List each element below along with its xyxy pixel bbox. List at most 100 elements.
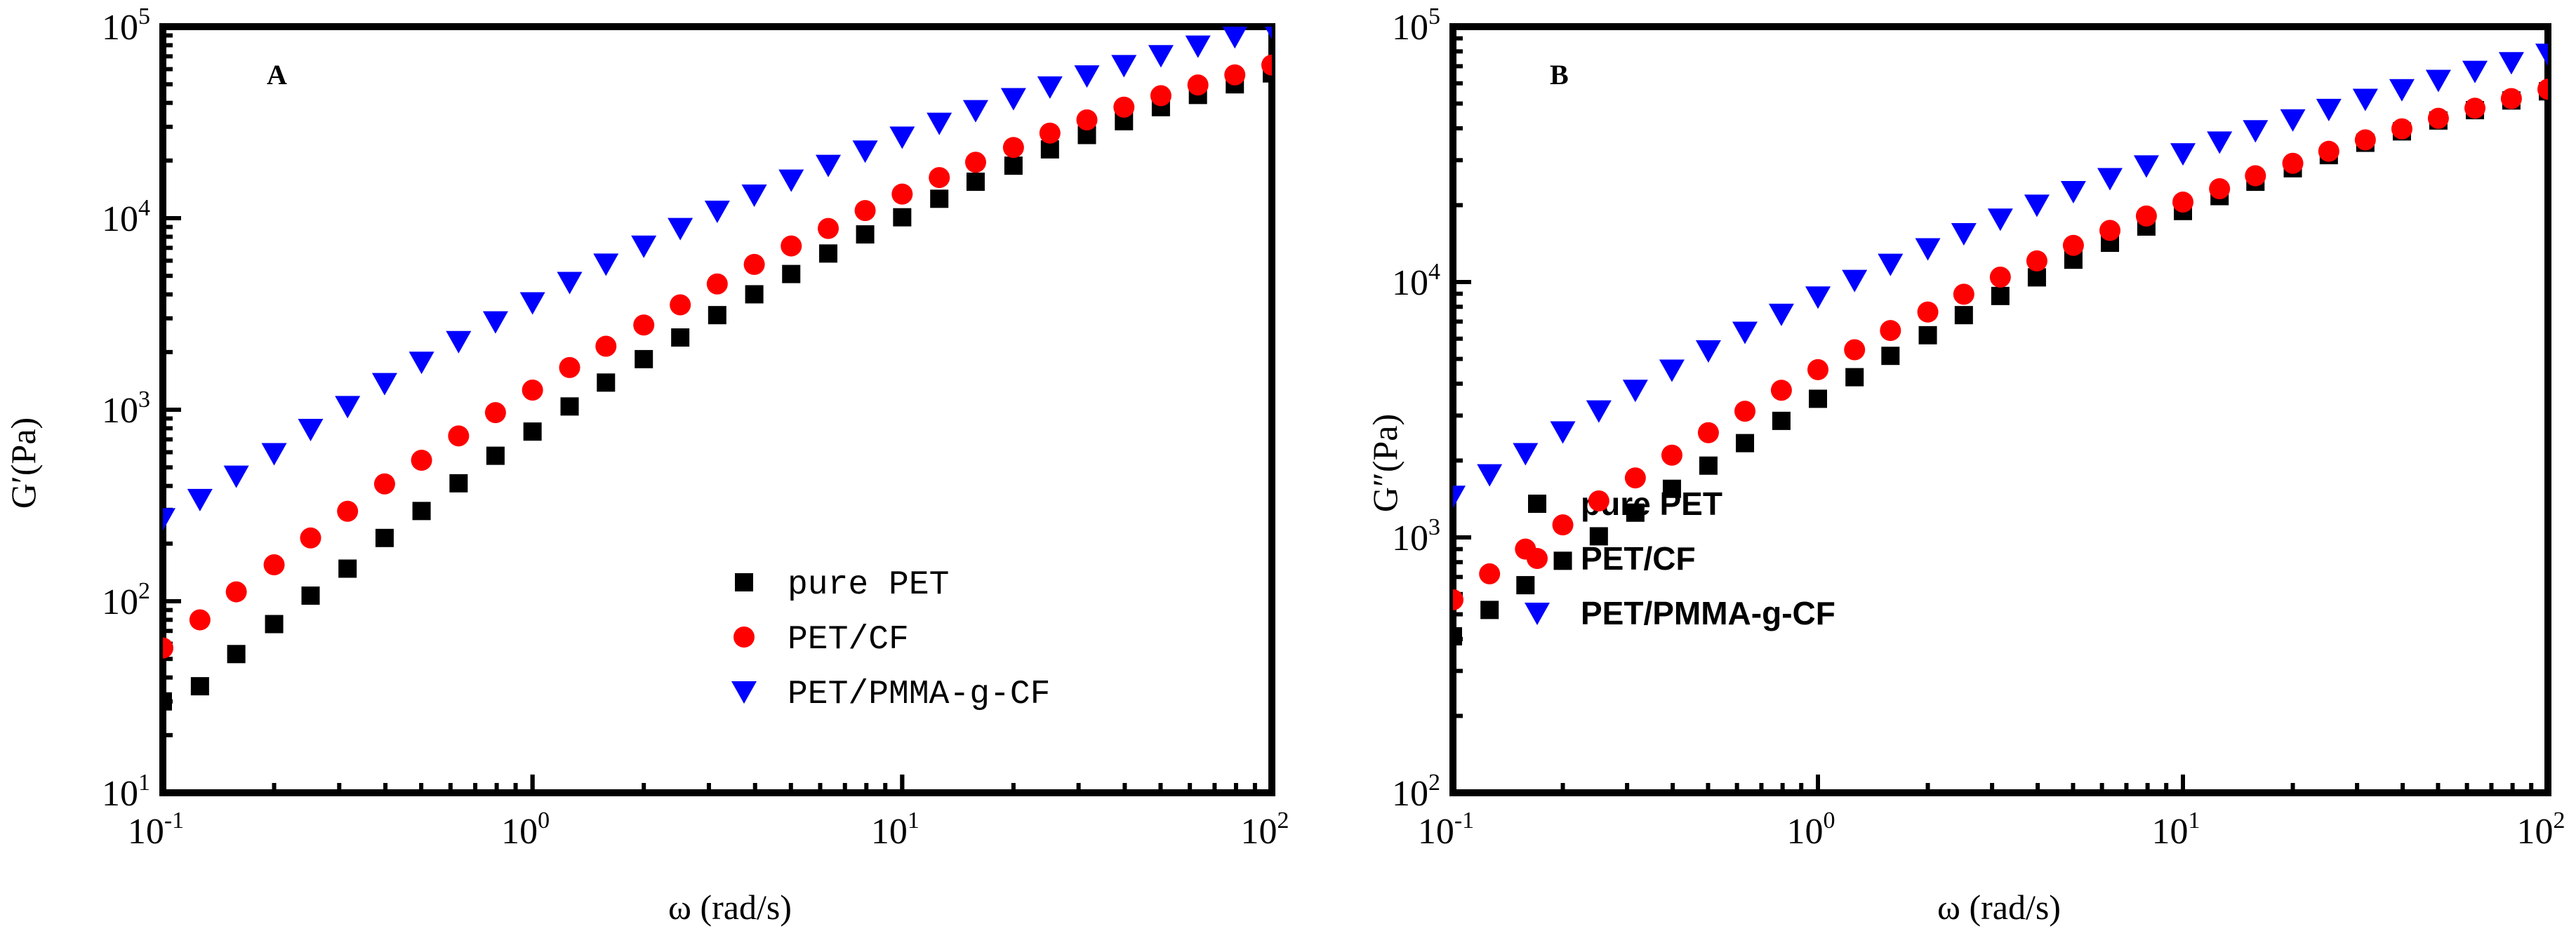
plot-frame xyxy=(1449,23,2551,796)
data-point xyxy=(1453,485,1466,509)
data-point xyxy=(1185,35,1211,58)
data-point xyxy=(261,443,287,466)
data-point xyxy=(375,528,394,547)
data-point xyxy=(631,235,657,258)
data-point xyxy=(1111,55,1137,78)
data-point xyxy=(519,292,545,315)
data-point xyxy=(2097,168,2123,191)
data-point xyxy=(1453,589,1463,610)
data-point xyxy=(2498,52,2524,75)
y-tick-base: 10 xyxy=(102,582,138,622)
data-point xyxy=(1661,444,1682,466)
y-tick-exp: 4 xyxy=(1428,259,1440,285)
data-point xyxy=(2172,192,2193,213)
data-point xyxy=(2209,178,2231,199)
y-tick-base: 10 xyxy=(102,199,138,239)
data-point xyxy=(163,637,173,659)
data-point xyxy=(706,273,728,295)
panel-a-xlabel: ω (rad/s) xyxy=(668,888,792,927)
x-tick-base: 10 xyxy=(128,812,164,852)
data-point xyxy=(337,500,359,522)
data-point xyxy=(927,112,952,135)
data-point xyxy=(743,253,765,275)
data-point xyxy=(856,225,875,244)
y-tick-label: 102 xyxy=(102,578,150,622)
y-tick-label: 102 xyxy=(1392,770,1440,814)
data-point xyxy=(1772,411,1791,430)
data-point xyxy=(263,554,285,576)
panel-b-ylabel: G″(Pa) xyxy=(1365,414,1405,512)
data-point xyxy=(1150,85,1171,107)
y-tick-label: 103 xyxy=(102,387,150,431)
data-point xyxy=(1002,137,1024,159)
data-point xyxy=(1516,576,1535,595)
y-tick-base: 10 xyxy=(102,8,138,48)
data-point xyxy=(2462,60,2488,83)
data-point xyxy=(930,189,949,208)
data-point xyxy=(1845,368,1864,387)
data-points xyxy=(163,27,1272,711)
data-point xyxy=(1809,389,1827,408)
data-point xyxy=(704,201,730,224)
series-pet-pmma-g-cf xyxy=(1453,43,2548,509)
y-tick-exp: 1 xyxy=(138,770,150,796)
series-pure-pet xyxy=(163,64,1272,711)
data-point xyxy=(301,586,320,605)
y-tick-label: 105 xyxy=(1392,4,1440,48)
x-tick-label: 10-1 xyxy=(1418,808,1474,852)
y-tick-base: 10 xyxy=(1392,8,1428,48)
panel-a: A ω (rad/s) G′(Pa) pure PET PET/CF PET/PMM… xyxy=(4,4,1289,927)
data-point xyxy=(227,645,246,664)
panel-b-xlabel: ω (rad/s) xyxy=(1937,888,2061,927)
legend-marker xyxy=(733,627,755,648)
y-tick-exp: 2 xyxy=(138,578,150,604)
data-point xyxy=(1037,76,1063,99)
data-point xyxy=(595,335,617,357)
data-point xyxy=(964,152,986,173)
data-point xyxy=(1915,238,1941,261)
data-point xyxy=(1662,479,1681,498)
series-pet-cf xyxy=(163,54,1272,659)
data-point xyxy=(668,217,693,241)
data-point xyxy=(559,356,580,378)
data-point xyxy=(852,140,878,163)
x-tick-base: 10 xyxy=(1787,812,1824,852)
data-point xyxy=(893,208,912,227)
data-point xyxy=(1477,464,1503,487)
x-tick-exp: 0 xyxy=(538,808,550,833)
x-tick-label: 100 xyxy=(1787,808,1835,852)
data-point xyxy=(1987,208,2013,232)
x-tick-base: 10 xyxy=(2152,812,2189,852)
data-point xyxy=(1264,27,1272,39)
data-point xyxy=(2464,98,2486,119)
data-point xyxy=(818,217,839,239)
data-point xyxy=(1989,267,2011,288)
data-point xyxy=(163,508,175,531)
data-point xyxy=(1732,321,1758,344)
data-point xyxy=(2500,88,2522,109)
data-point xyxy=(2427,107,2449,129)
data-point xyxy=(2062,234,2084,256)
data-point xyxy=(1588,490,1609,511)
data-point xyxy=(225,581,247,603)
data-point xyxy=(1586,400,1612,423)
data-point xyxy=(1453,627,1462,645)
x-tick-label: 101 xyxy=(2152,808,2200,852)
data-point xyxy=(300,527,321,549)
y-tick-base: 10 xyxy=(1392,774,1428,814)
y-tick-base: 10 xyxy=(102,391,138,431)
data-point xyxy=(1917,301,1939,323)
data-point xyxy=(962,100,988,123)
data-point xyxy=(412,502,431,521)
x-tick-exp: 2 xyxy=(1277,808,1289,833)
data-point xyxy=(1076,109,1098,130)
x-tick-exp: 1 xyxy=(908,808,919,833)
data-point xyxy=(1699,456,1718,475)
data-point xyxy=(1953,283,1974,305)
data-point xyxy=(2352,88,2378,112)
data-point xyxy=(1736,434,1755,453)
data-point xyxy=(2425,69,2451,93)
legend-marker xyxy=(1525,603,1550,625)
data-point xyxy=(189,609,211,631)
